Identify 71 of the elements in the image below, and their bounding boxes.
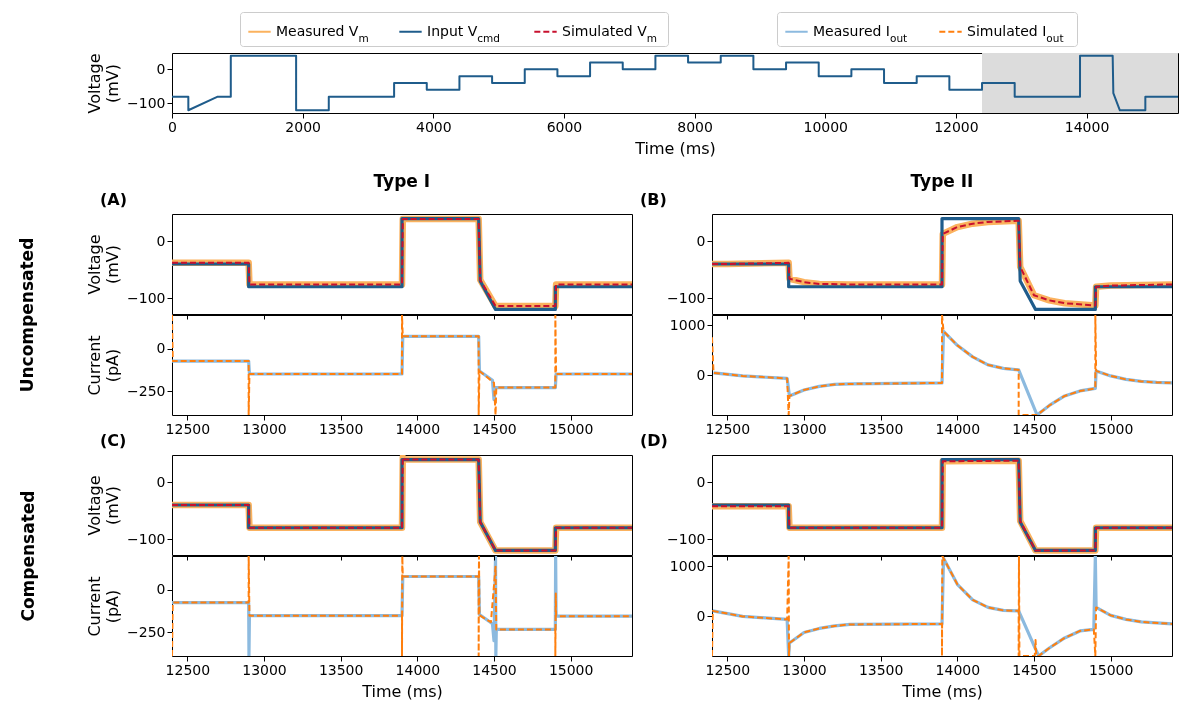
x-tick-label: 4000 [415,118,452,135]
legend-label: Simulated V$_{m}$ [562,22,658,44]
y-axis-title: Current (pA) [85,576,123,637]
y-axis-title: Current (pA) [85,335,123,396]
x-tick-label: 15000 [548,420,594,437]
legend-label: Measured I$_{out}$ [813,22,908,44]
chart-title: (C) [100,431,127,450]
legend-label: Simulated I$_{out}$ [967,22,1064,44]
text: Type I [373,171,431,191]
y-tick-label: −100 [667,289,706,306]
x-tick-label: 0 [168,118,177,135]
x-tick-label: 2000 [285,118,321,135]
x-tick-label: 13000 [782,661,827,678]
x-tick-label: 14500 [472,661,517,678]
x-tick-label: 14000 [935,420,981,437]
x-tick-label: 13000 [782,420,827,437]
x-axis-title: Time (ms) [901,681,983,701]
y-tick-label: 0 [696,473,706,490]
x-tick-label: 13500 [858,420,904,437]
y-tick-label: −100 [667,530,706,547]
chart-title: (A) [100,190,128,209]
y-axis-title: Voltage (mV) [85,234,123,295]
y-axis-title: Voltage (mV) [85,475,123,536]
x-tick-label: 14500 [1012,420,1057,437]
y-tick-label: −250 [127,623,166,640]
legend-label: Measured V$_{m}$ [276,22,369,44]
y-tick-label: −250 [127,382,166,399]
x-tick-label: 13500 [318,420,364,437]
x-axis-title: Time (ms) [361,681,443,701]
x-tick-label: 15000 [1088,420,1134,437]
x-axis-title: Time (ms) [634,138,716,158]
x-tick-label: 13500 [858,661,904,678]
y-tick-label: −100 [127,530,166,547]
x-tick-label: 6000 [546,118,583,135]
y-tick-label: −100 [127,94,166,111]
x-tick-label: 14000 [395,420,441,437]
y-tick-label: 0 [696,232,706,249]
y-tick-label: −100 [127,289,166,306]
y-tick-label: 0 [156,232,166,249]
x-tick-label: 13000 [242,661,287,678]
y-tick-label: 0 [156,340,166,357]
chart-title: (B) [640,190,667,209]
x-tick-label: 12500 [165,661,211,678]
x-tick-label: 15000 [548,661,594,678]
x-tick-label: 15000 [1088,661,1134,678]
x-tick-label: 14500 [472,420,517,437]
text: Compensated [17,490,38,622]
y-tick-label: 1000 [669,557,706,574]
y-tick-label: 0 [696,607,706,624]
chart-title: (D) [640,431,668,450]
x-tick-label: 13000 [242,420,287,437]
legend-label: Input V$_{cmd}$ [427,22,500,44]
x-tick-label: 12000 [934,118,979,135]
y-tick-label: 0 [156,581,166,598]
x-tick-label: 14000 [395,661,441,678]
x-tick-label: 10000 [803,118,849,135]
x-tick-label: 8000 [677,118,713,135]
x-tick-label: 14000 [935,661,981,678]
x-tick-label: 12500 [705,661,751,678]
text: Uncompensated [16,237,37,393]
y-axis-title: Voltage (mV) [85,53,123,114]
x-tick-label: 12500 [165,420,211,437]
x-tick-label: 14000 [1064,118,1110,135]
y-tick-label: 0 [156,473,166,490]
x-tick-label: 12500 [705,420,751,437]
y-tick-label: 0 [696,366,706,383]
y-tick-label: 0 [156,60,166,77]
x-tick-label: 14500 [1012,661,1057,678]
x-tick-label: 13500 [318,661,364,678]
text: Type II [910,171,974,191]
y-tick-label: 1000 [669,316,706,333]
